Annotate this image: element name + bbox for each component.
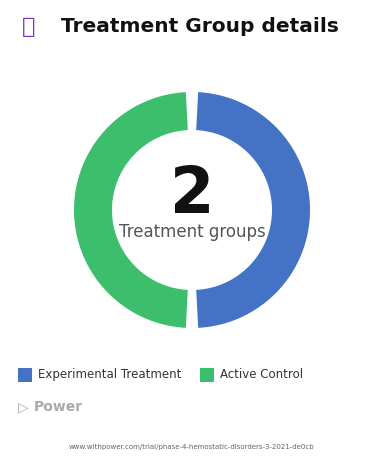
Polygon shape: [74, 92, 188, 328]
Text: www.withpower.com/trial/phase-4-hemostatic-disorders-3-2021-de0cb: www.withpower.com/trial/phase-4-hemostat…: [69, 444, 315, 450]
Text: Treatment Group details: Treatment Group details: [61, 18, 339, 36]
Bar: [18, 368, 32, 382]
Text: 👥: 👥: [22, 17, 35, 37]
Text: ▷: ▷: [18, 400, 29, 414]
Polygon shape: [196, 92, 310, 328]
Text: Experimental Treatment: Experimental Treatment: [38, 367, 181, 380]
Text: Treatment groups: Treatment groups: [119, 223, 265, 241]
Bar: [200, 368, 214, 382]
Text: Power: Power: [34, 400, 83, 414]
Text: Active Control: Active Control: [220, 367, 303, 380]
Text: 2: 2: [170, 164, 214, 226]
